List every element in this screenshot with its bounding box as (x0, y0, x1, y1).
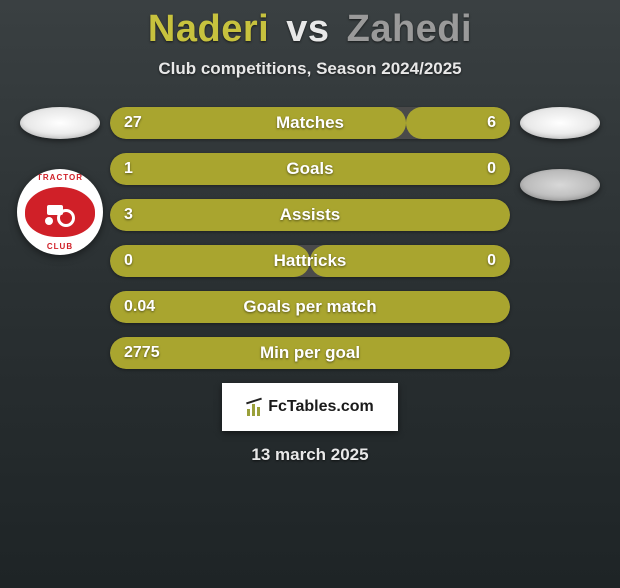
title-player2: Zahedi (347, 8, 472, 50)
stat-value-left: 1 (124, 153, 133, 185)
stat-value-right: 0 (487, 245, 496, 277)
stats-area: TRACTOR CLUB Matches27 6 Goals1 0 Assists3 Ha… (0, 107, 620, 369)
page-title: Naderi vs Zahedi (0, 8, 620, 51)
club-text-bottom: CLUB (17, 242, 103, 251)
stat-label: Goals (110, 153, 510, 185)
stat-value-left: 27 (124, 107, 142, 139)
stat-label: Assists (110, 199, 510, 231)
player2-flag-icon (520, 107, 600, 139)
stat-row: Goals per match0.04 (110, 291, 510, 323)
stat-label: Hattricks (110, 245, 510, 277)
fctables-icon (246, 398, 264, 416)
stat-value-right: 6 (487, 107, 496, 139)
stat-row: Min per goal2775 (110, 337, 510, 369)
title-player1: Naderi (148, 8, 269, 50)
footer-badge[interactable]: FcTables.com (222, 383, 398, 431)
stat-row: Matches27 6 (110, 107, 510, 139)
left-logos: TRACTOR CLUB (10, 107, 110, 255)
stat-value-left: 2775 (124, 337, 160, 369)
stat-value-left: 3 (124, 199, 133, 231)
date-label: 13 march 2025 (0, 445, 620, 465)
player1-flag-icon (20, 107, 100, 139)
stat-label: Goals per match (110, 291, 510, 323)
tractor-icon (45, 203, 75, 227)
stat-value-right: 0 (487, 153, 496, 185)
club-text-top: TRACTOR (17, 173, 103, 182)
stat-row: Goals1 0 (110, 153, 510, 185)
player2-club-logo (520, 169, 600, 201)
stat-label: Min per goal (110, 337, 510, 369)
right-logos (510, 107, 610, 201)
footer-text: FcTables.com (268, 398, 374, 416)
player1-club-logo: TRACTOR CLUB (17, 169, 103, 255)
title-vs: vs (286, 8, 329, 50)
stat-bars: Matches276Goals10Assists3Hattricks00Goal… (110, 107, 510, 369)
stat-row: Assists3 (110, 199, 510, 231)
stat-label: Matches (110, 107, 510, 139)
stat-value-left: 0 (124, 245, 133, 277)
stat-row: Hattricks0 0 (110, 245, 510, 277)
subtitle: Club competitions, Season 2024/2025 (0, 59, 620, 79)
stat-value-left: 0.04 (124, 291, 155, 323)
